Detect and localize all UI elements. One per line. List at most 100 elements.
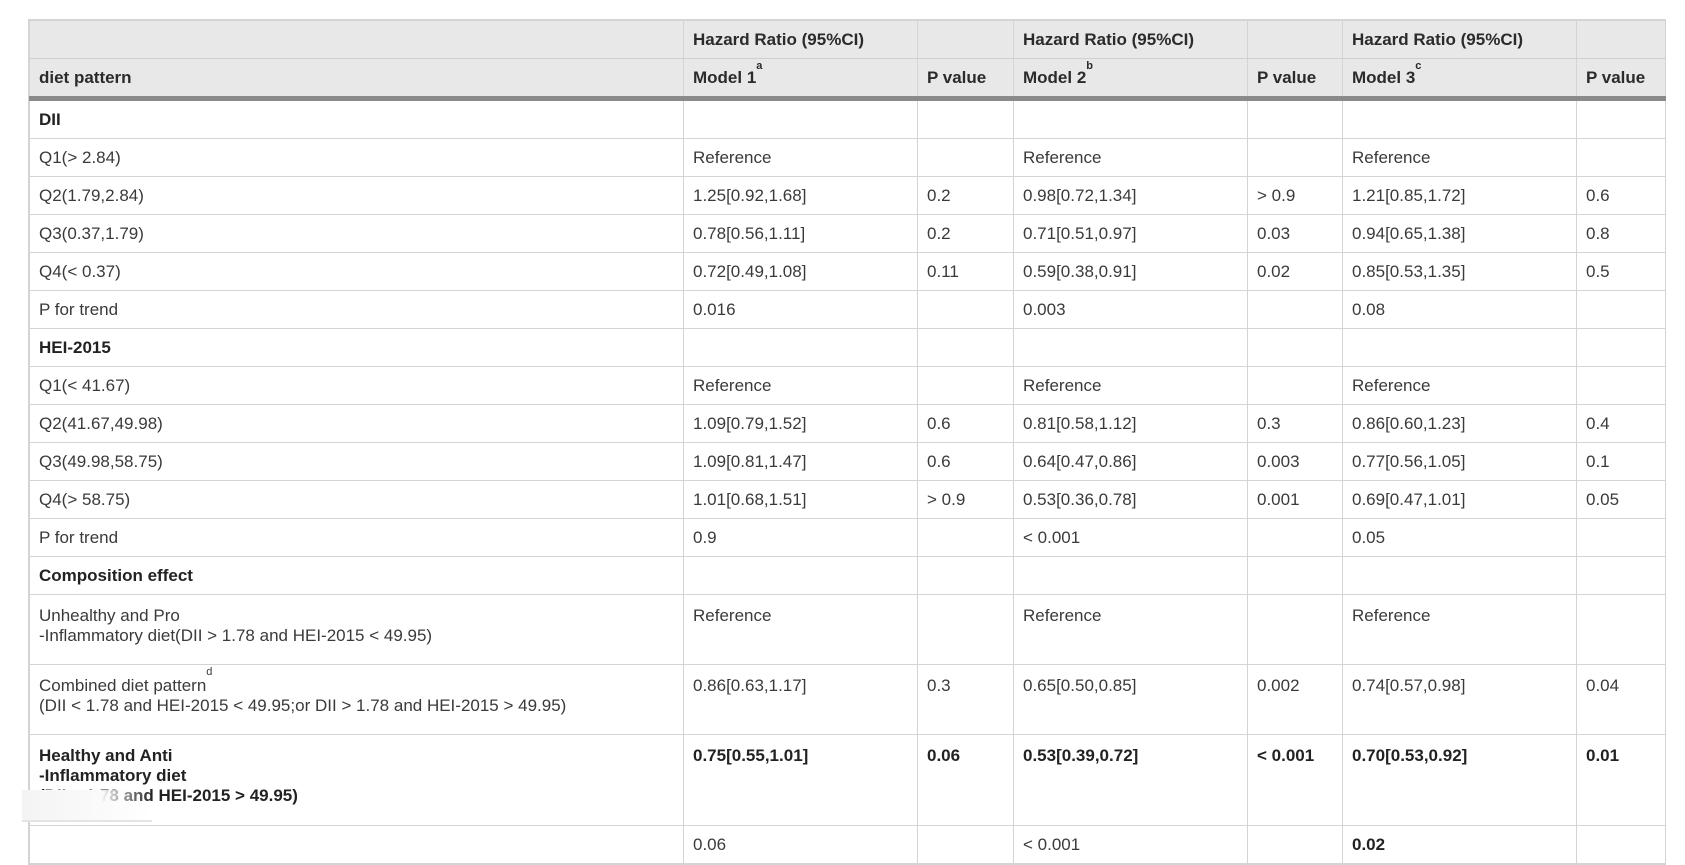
cell-model3-pvalue	[1576, 556, 1666, 595]
header-top-empty	[1247, 20, 1343, 59]
row-label-text: -Inflammatory diet	[39, 766, 187, 785]
hazard-ratio-table-frame: Hazard Ratio (95%CI) Hazard Ratio (95%CI…	[28, 19, 1666, 865]
cell-model1-pvalue: 0.6	[917, 404, 1014, 443]
cell-model2-pvalue: 0.003	[1247, 442, 1343, 481]
header-hr-model3: Hazard Ratio (95%CI)	[1342, 20, 1577, 59]
table-row: Unhealthy and Pro -Inflammatory diet(DII …	[29, 594, 1666, 665]
cell-model1-hr: 1.25[0.92,1.68]	[683, 176, 918, 215]
header-row-columns: diet pattern Model 1a P value Model 2b P…	[29, 58, 1666, 101]
row-label-text: Combined diet pattern	[39, 676, 207, 695]
cell-model3-hr: 0.85[0.53,1.35]	[1342, 252, 1577, 291]
cell-model1-hr: 0.75[0.55,1.01]	[683, 734, 918, 826]
cell-model2-hr: 0.81[0.58,1.12]	[1013, 404, 1248, 443]
cell-model2-pvalue: 0.02	[1247, 252, 1343, 291]
cell-model3-hr	[1342, 98, 1577, 139]
cell-model1-hr	[683, 98, 918, 139]
row-label: P for trend	[29, 290, 684, 329]
table-row: Q4(> 58.75) 1.01[0.68,1.51] > 0.9 0.53[0.36…	[29, 480, 1666, 519]
table-row: Q1(> 2.84) Reference Reference Reference	[29, 138, 1666, 177]
header-hr-model1: Hazard Ratio (95%CI)	[683, 20, 918, 59]
cell-model2-hr: 0.003	[1013, 290, 1248, 329]
table-row: Q4(< 0.37) 0.72[0.49,1.08] 0.11 0.59[0.38,0…	[29, 252, 1666, 291]
cell-model2-hr	[1013, 328, 1248, 367]
cell-model3-pvalue	[1576, 98, 1666, 139]
cell-model3-hr: 0.86[0.60,1.23]	[1342, 404, 1577, 443]
cell-model3-hr: 0.94[0.65,1.38]	[1342, 214, 1577, 253]
cell-model1-hr: Reference	[683, 594, 918, 665]
header-model2: Model 2b	[1013, 58, 1248, 101]
row-label: Q4(< 0.37)	[29, 252, 684, 291]
header-model3: Model 3c	[1342, 58, 1577, 101]
table-row: P for trend 0.016 0.003 0.08	[29, 290, 1666, 329]
header-model2-footnote: b	[1086, 59, 1094, 72]
row-label: Q1(> 2.84)	[29, 138, 684, 177]
table-row: Q3(49.98,58.75) 1.09[0.81,1.47] 0.6 0.64[0.…	[29, 442, 1666, 481]
cell-model2-pvalue: 0.03	[1247, 214, 1343, 253]
cell-model3-hr: Reference	[1342, 138, 1577, 177]
cell-model3-pvalue: 0.4	[1576, 404, 1666, 443]
cell-model2-pvalue	[1247, 138, 1343, 177]
cell-model1-hr	[683, 556, 918, 595]
section-row: Composition effect	[29, 556, 1666, 595]
cell-model1-hr: 1.01[0.68,1.51]	[683, 480, 918, 519]
table-header: Hazard Ratio (95%CI) Hazard Ratio (95%CI…	[29, 20, 1666, 101]
row-label: DII	[29, 98, 684, 139]
row-label-footnote: d	[206, 666, 213, 678]
cell-model1-pvalue	[917, 518, 1014, 557]
cell-model2-hr	[1013, 556, 1248, 595]
row-label: HEI-2015	[29, 328, 684, 367]
table-row: Q3(0.37,1.79) 0.78[0.56,1.11] 0.2 0.71[0.51…	[29, 214, 1666, 253]
cell-model2-hr: Reference	[1013, 594, 1248, 665]
cell-model1-hr: 0.78[0.56,1.11]	[683, 214, 918, 253]
cell-model3-hr: Reference	[1342, 366, 1577, 405]
row-label-text: -Inflammatory diet(DII > 1.78 and HEI-20…	[39, 626, 433, 645]
cell-model2-pvalue: 0.3	[1247, 404, 1343, 443]
cell-model2-pvalue	[1247, 825, 1343, 864]
cell-model2-hr: < 0.001	[1013, 825, 1248, 864]
cell-model1-pvalue	[917, 290, 1014, 329]
cell-model1-hr: Reference	[683, 138, 918, 177]
row-label-line: -Inflammatory diet(DII > 1.78 and HEI-20…	[39, 626, 674, 646]
cell-model3-pvalue	[1576, 290, 1666, 329]
cell-model2-pvalue: > 0.9	[1247, 176, 1343, 215]
cell-model1-pvalue	[917, 825, 1014, 864]
header-model1-label: Model 1	[693, 67, 757, 87]
cell-model3-hr: 0.74[0.57,0.98]	[1342, 664, 1577, 735]
cell-model3-pvalue: 0.6	[1576, 176, 1666, 215]
cell-model1-pvalue	[917, 98, 1014, 139]
cell-model2-hr: Reference	[1013, 138, 1248, 177]
cell-model1-pvalue: 0.3	[917, 664, 1014, 735]
cell-model1-pvalue	[917, 138, 1014, 177]
row-label-text: (DII < 1.78 and HEI-2015 < 49.95;or DII …	[39, 696, 567, 715]
header-diet-pattern: diet pattern	[29, 58, 684, 101]
cell-model2-pvalue	[1247, 328, 1343, 367]
cell-model2-pvalue: 0.001	[1247, 480, 1343, 519]
cell-model1-pvalue: 0.11	[917, 252, 1014, 291]
cell-model2-pvalue	[1247, 366, 1343, 405]
cell-model3-hr: 1.21[0.85,1.72]	[1342, 176, 1577, 215]
cell-model3-pvalue	[1576, 594, 1666, 665]
cell-model3-pvalue: 0.05	[1576, 480, 1666, 519]
cell-model2-pvalue	[1247, 594, 1343, 665]
header-top-empty	[1576, 20, 1666, 59]
cell-model2-pvalue	[1247, 518, 1343, 557]
cell-model1-hr: 0.9	[683, 518, 918, 557]
cell-model3-pvalue	[1576, 825, 1666, 864]
header-pvalue-2: P value	[1247, 58, 1343, 101]
cell-model2-pvalue	[1247, 556, 1343, 595]
header-model1-footnote: a	[756, 59, 763, 72]
cell-model1-pvalue: 0.06	[917, 734, 1014, 826]
cell-model1-hr: Reference	[683, 366, 918, 405]
cell-model2-hr: < 0.001	[1013, 518, 1248, 557]
cell-model2-pvalue: < 0.001	[1247, 734, 1343, 826]
row-label: Q1(< 41.67)	[29, 366, 684, 405]
table-row: 0.06 < 0.001 0.02	[29, 825, 1666, 864]
cell-model1-pvalue	[917, 556, 1014, 595]
cell-model2-hr: Reference	[1013, 366, 1248, 405]
row-label: P for trend	[29, 518, 684, 557]
cell-model2-hr: 0.53[0.39,0.72]	[1013, 734, 1248, 826]
header-top-empty	[917, 20, 1014, 59]
header-model1: Model 1a	[683, 58, 918, 101]
header-pvalue-1: P value	[917, 58, 1014, 101]
cell-model3-hr: Reference	[1342, 594, 1577, 665]
